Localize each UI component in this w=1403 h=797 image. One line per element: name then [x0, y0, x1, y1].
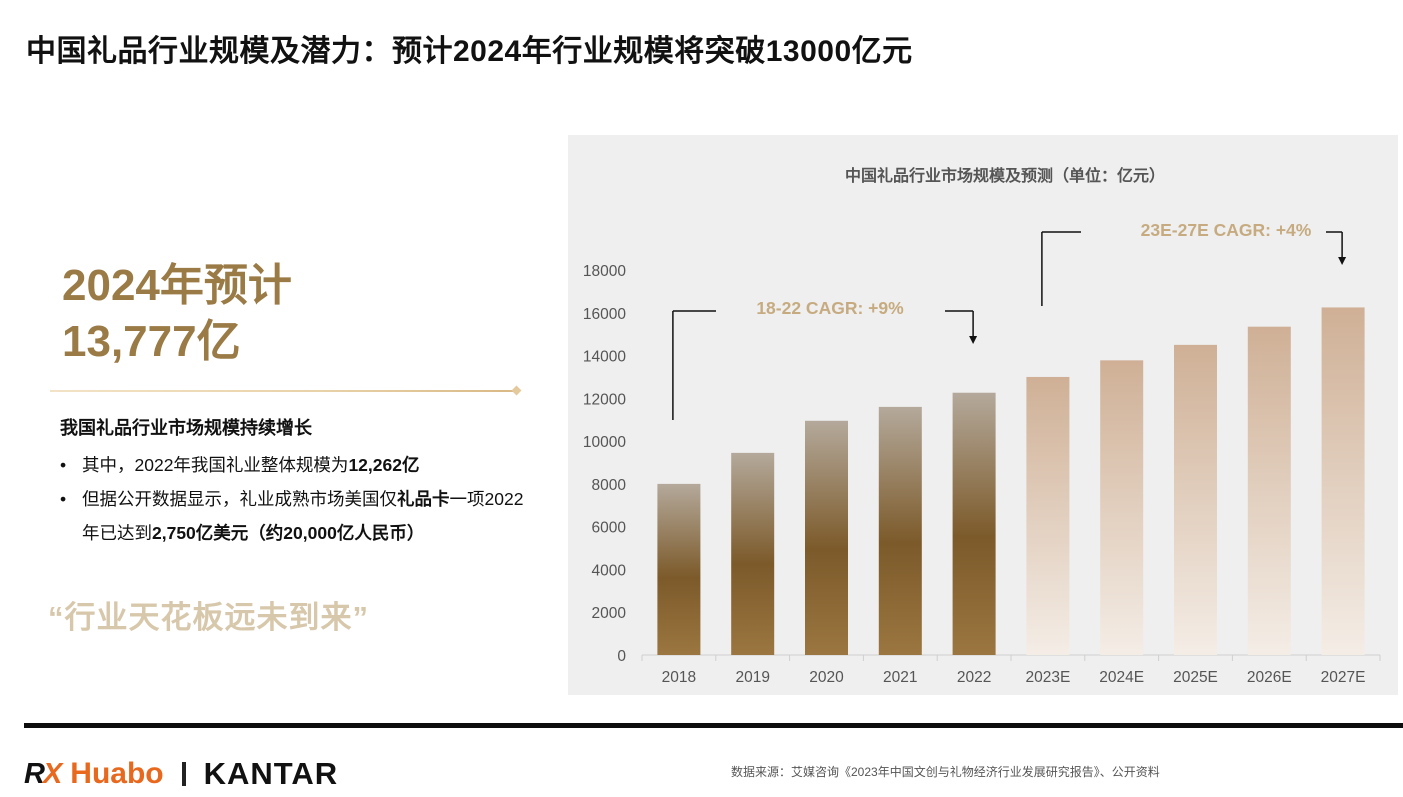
y-tick-label: 4000	[592, 562, 627, 579]
bullet-text: 其中，2022年我国礼业整体规模为12,262亿	[82, 448, 419, 482]
y-tick-label: 12000	[583, 391, 626, 408]
gold-divider	[50, 385, 522, 396]
y-tick-label: 8000	[592, 477, 627, 494]
actual-bar	[805, 420, 848, 655]
footer-rule	[24, 723, 1403, 728]
headline-value: 13,777亿	[62, 317, 241, 366]
bullet-text-plain: 但据公开数据显示，礼业成熟市场美国仅	[82, 489, 397, 509]
bullet-text-plain: 一项2022年已达到	[82, 489, 524, 543]
data-source: 数据来源：艾媒咨询《2023年中国文创与礼物经济行业发展研究报告》、公开资料	[731, 765, 1160, 779]
y-tick-label: 10000	[583, 434, 626, 451]
y-tick-label: 0	[617, 648, 626, 665]
forecast-bar	[1247, 326, 1291, 655]
bar-chart: 中国礼品行业市场规模及预测（单位：亿元） 0 2000 4000 6000 8000 100…	[583, 166, 1381, 686]
huabo-logo: Huabo	[70, 757, 164, 790]
chart-title: 中国礼品行业市场规模及预测（单位：亿元）	[845, 166, 1165, 185]
bullet-marker: •	[60, 489, 67, 509]
page-title: 中国礼品行业规模及潜力：预计2024年行业规模将突破13000亿元	[26, 35, 913, 68]
x-tick-label: 2021	[883, 669, 917, 686]
y-tick-label: 2000	[592, 605, 627, 622]
bullet-text-bold: 2,750亿美元（约20,000亿人民币）	[152, 523, 425, 543]
arrow-down-icon	[1338, 257, 1347, 265]
bullet-text: 但据公开数据显示，礼业成熟市场美国仅礼品卡一项2022年已达到2,750亿美元（…	[82, 482, 530, 550]
forecast-bar	[1026, 376, 1070, 655]
arrow-down-icon	[969, 336, 978, 344]
bullet-text-bold: 礼品卡	[397, 489, 450, 509]
x-tick-label: 2024E	[1099, 669, 1144, 686]
x-tick-label: 2018	[662, 669, 696, 686]
bullet-text-bold: 12,262亿	[348, 455, 420, 475]
diamond-icon	[511, 385, 522, 396]
y-tick-label: 16000	[583, 306, 626, 323]
sub-heading: 我国礼品行业市场规模持续增长	[60, 418, 312, 438]
chart-panel: 中国礼品行业市场规模及预测（单位：亿元） 0 2000 4000 6000 8000 100…	[568, 135, 1398, 695]
cagr-annotation: 18-22 CAGR: +9%	[756, 298, 904, 318]
headline-year: 2024年预计	[62, 261, 292, 310]
y-tick-label: 18000	[583, 263, 626, 280]
x-tick-label: 2022	[957, 669, 991, 686]
y-tick-label: 14000	[583, 349, 626, 366]
forecast-bar	[1321, 307, 1365, 655]
x-tick-label: 2020	[809, 669, 844, 686]
headline: 2024年预计 13,777亿	[62, 258, 292, 370]
forecast-bar	[1174, 344, 1217, 655]
actual-bar	[731, 452, 775, 655]
bullet-marker: •	[60, 455, 67, 475]
quote: “行业天花板远未到来”	[48, 600, 369, 635]
x-tick-label: 2025E	[1173, 669, 1218, 686]
forecast-bar	[1100, 360, 1144, 655]
rx-logo: RX	[24, 757, 62, 790]
bullet-text-plain: 其中，2022年我国礼业整体规模为	[82, 455, 349, 475]
brand-logos: RX Huabo KANTAR	[24, 756, 338, 792]
x-tick-label: 2026E	[1247, 669, 1292, 686]
logo-separator	[181, 762, 186, 786]
actual-bar	[878, 406, 922, 655]
actual-bar	[657, 483, 701, 655]
y-tick-label: 6000	[592, 520, 627, 537]
x-tick-label: 2027E	[1321, 669, 1366, 686]
x-tick-label: 2023E	[1025, 669, 1070, 686]
x-tick-label: 2019	[735, 669, 769, 686]
bullet-item: • 但据公开数据显示，礼业成熟市场美国仅礼品卡一项2022年已达到2,750亿美…	[60, 482, 530, 550]
kantar-logo: KANTAR	[203, 756, 339, 791]
bullet-item: • 其中，2022年我国礼业整体规模为12,262亿	[60, 448, 530, 482]
cagr-annotation: 23E-27E CAGR: +4%	[1141, 220, 1312, 240]
actual-bar	[952, 392, 996, 655]
bullet-list: • 其中，2022年我国礼业整体规模为12,262亿 • 但据公开数据显示，礼业…	[60, 448, 530, 550]
